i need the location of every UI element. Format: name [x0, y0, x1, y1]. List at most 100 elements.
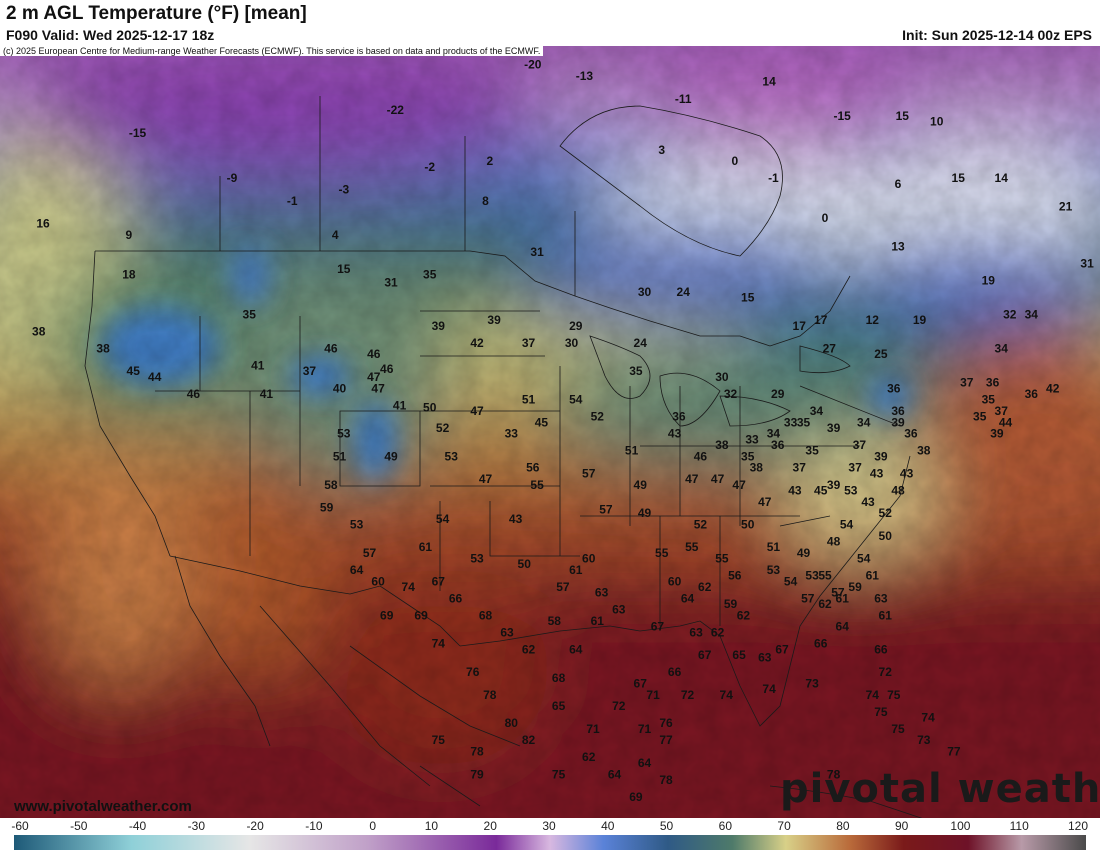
temperature-label: 35 — [973, 410, 987, 424]
temperature-label: 77 — [947, 745, 961, 759]
temperature-label: 78 — [827, 767, 841, 781]
temperature-label: 57 — [556, 580, 570, 594]
temperature-label: 63 — [689, 625, 703, 639]
temperature-label: 55 — [715, 552, 729, 566]
temperature-label: 37 — [522, 336, 536, 350]
temperature-label: 34 — [857, 415, 871, 429]
temperature-label: 33 — [784, 415, 798, 429]
temperature-label: 4 — [332, 228, 339, 242]
temperature-label: -9 — [227, 171, 238, 185]
temperature-label: 74 — [432, 637, 446, 651]
temperature-label: 66 — [449, 591, 463, 605]
temperature-label: 37 — [853, 438, 867, 452]
temperature-label: 43 — [900, 466, 914, 480]
temperature-label: 52 — [436, 421, 450, 435]
temperature-label: 62 — [522, 642, 536, 656]
temperature-label: 41 — [393, 398, 407, 412]
temperature-label: 64 — [608, 767, 622, 781]
temperature-label: 79 — [470, 767, 484, 781]
temperature-label: 47 — [711, 472, 725, 486]
temperature-label: 0 — [731, 154, 738, 168]
temperature-label: 50 — [423, 401, 437, 415]
temperature-label: 75 — [891, 722, 905, 736]
temperature-label: 37 — [960, 376, 974, 390]
temperature-label: 59 — [320, 501, 334, 515]
political-borders — [84, 96, 923, 818]
temperature-label: 62 — [711, 625, 725, 639]
temperature-label: 61 — [866, 569, 880, 583]
temperature-label: 53 — [805, 569, 819, 583]
temperature-label: 46 — [367, 347, 381, 361]
temperature-label: 57 — [363, 546, 377, 560]
temperature-label: 37 — [848, 461, 862, 475]
temperature-label: 50 — [518, 557, 532, 571]
temperature-label: 48 — [891, 483, 905, 497]
temperature-label: 10 — [930, 115, 944, 129]
temperature-label: 39 — [891, 415, 905, 429]
temperature-label: 25 — [874, 347, 888, 361]
temperature-label: 55 — [818, 569, 832, 583]
temperature-label: 74 — [921, 711, 935, 725]
temperature-label: 45 — [127, 364, 141, 378]
temperature-label: 39 — [827, 421, 841, 435]
temperature-label: 63 — [612, 603, 626, 617]
temperature-label: 61 — [569, 563, 583, 577]
temperature-label: 54 — [784, 574, 798, 588]
temperature-label: 72 — [612, 699, 626, 713]
temperature-label: 56 — [728, 569, 742, 583]
temperature-label: 71 — [586, 722, 600, 736]
temperature-label: 38 — [917, 444, 931, 458]
temperature-label: 63 — [595, 586, 609, 600]
temperature-label: 49 — [634, 478, 648, 492]
temperature-label: 39 — [432, 319, 446, 333]
temperature-label: 29 — [569, 319, 583, 333]
temperature-label: 53 — [337, 427, 351, 441]
temperature-label: 12 — [866, 313, 880, 327]
temperature-label: 29 — [771, 387, 785, 401]
temperature-label: 34 — [995, 342, 1009, 356]
map-title: 2 m AGL Temperature (°F) [mean] — [6, 3, 307, 24]
temperature-label: 30 — [565, 336, 579, 350]
colorbar-tick-label: 30 — [542, 819, 556, 833]
temperature-label: 68 — [479, 608, 493, 622]
temperature-label: 40 — [333, 381, 347, 395]
temperature-label: 16 — [36, 217, 50, 231]
colorbar-tick-label: -60 — [11, 819, 29, 833]
temperature-label: 35 — [423, 268, 437, 282]
site-url[interactable]: www.pivotalweather.com — [14, 798, 192, 815]
temperature-label: 38 — [715, 438, 729, 452]
temperature-label: 9 — [126, 228, 133, 242]
temperature-label: 51 — [522, 393, 536, 407]
temperature-label: 61 — [419, 540, 433, 554]
temperature-label: 32 — [724, 387, 738, 401]
colorbar-tick-label: -40 — [128, 819, 147, 833]
temperature-label: 53 — [350, 518, 364, 532]
temperature-label: 39 — [874, 449, 888, 463]
temperature-label: 36 — [986, 376, 1000, 390]
temperature-label: 46 — [324, 342, 338, 356]
temperature-label: 17 — [793, 319, 807, 333]
temperature-label: 60 — [582, 552, 596, 566]
temperature-label: -20 — [524, 58, 542, 72]
temperature-label: 47 — [367, 370, 381, 384]
temperature-label: 50 — [741, 518, 755, 532]
temperature-label: 64 — [681, 591, 695, 605]
temperature-label: 31 — [530, 245, 544, 259]
temperature-label: 64 — [638, 756, 652, 770]
temperature-label: 45 — [535, 415, 549, 429]
copyright-notice: (c) 2025 European Centre for Medium-rang… — [0, 46, 544, 56]
temperature-label: 39 — [487, 313, 501, 327]
temperature-label: 55 — [655, 546, 669, 560]
temperature-label: 46 — [694, 449, 708, 463]
colorbar-tick-label: 10 — [424, 819, 439, 833]
temperature-label: 34 — [810, 404, 824, 418]
temperature-label: 15 — [952, 171, 966, 185]
temperature-label: 37 — [995, 404, 1009, 418]
temperature-label: 36 — [891, 404, 905, 418]
colorbar-tick-label: 70 — [777, 819, 791, 833]
temperature-label: 17 — [814, 313, 828, 327]
temperature-label: 41 — [251, 359, 265, 373]
temperature-label: 63 — [758, 650, 772, 664]
temperature-label: 34 — [1025, 308, 1039, 322]
